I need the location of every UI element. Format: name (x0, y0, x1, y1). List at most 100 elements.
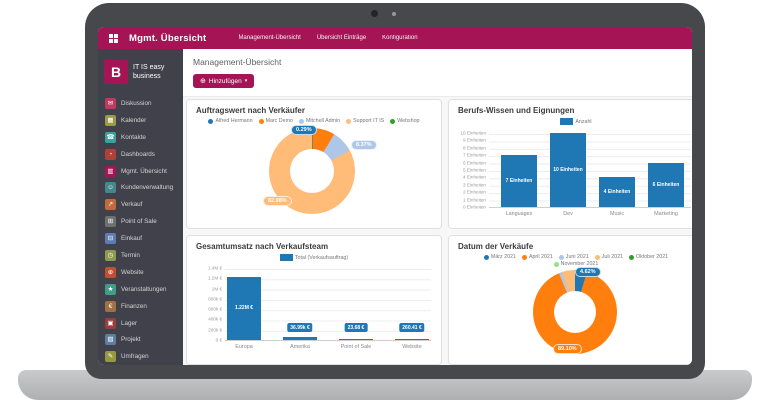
legend-swatch-icon (279, 254, 293, 261)
y-tick: 0 € (215, 337, 222, 343)
donut-label: 89.10% (553, 344, 582, 354)
legend-dot-icon (483, 254, 489, 260)
legend-item[interactable]: November 2021 (553, 261, 598, 267)
legend-item[interactable]: Marc Demo (258, 118, 293, 124)
legend-item[interactable]: Webshop (390, 118, 420, 124)
y-tick: 9 Einheiten (463, 137, 486, 143)
purchase-icon: ⊟ (105, 233, 116, 245)
webcam-led-icon (392, 12, 396, 16)
legend-item[interactable]: Support IT IS (346, 118, 384, 124)
y-tick: 400k € (208, 316, 222, 322)
legend-item[interactable]: Anzahl (560, 118, 592, 125)
y-tick: 600k € (208, 306, 222, 312)
sidebar-item-point-of-sale[interactable]: ⊞ Point of Sale (98, 213, 183, 230)
x-label: Marketing (654, 211, 678, 217)
legend-dot-icon (558, 254, 564, 260)
x-label: Website (402, 344, 422, 350)
y-tick: 800k € (208, 296, 222, 302)
y-tick: 1.2M € (207, 275, 222, 281)
bar-music: 4 Einheiten (599, 177, 635, 207)
dashboard-icon: ◔ (105, 148, 116, 160)
y-tick: 2 Einheiten (463, 189, 486, 195)
legend-item[interactable]: April 2021 (521, 254, 553, 260)
brand-block[interactable]: B IT IS easy business (98, 49, 183, 95)
apps-grid-icon[interactable] (109, 33, 118, 43)
x-label: Point of Sale (340, 344, 372, 350)
x-label: Europa (235, 344, 253, 350)
chart-legend-row2: November 2021 (449, 261, 692, 267)
y-tick: 8 Einheiten (463, 145, 486, 151)
value-badge: 260.41 € (399, 323, 425, 332)
value-badge: 1.22M € (231, 303, 257, 312)
sidebar-item-projekt[interactable]: ▧ Projekt (98, 331, 183, 348)
donut-hole (290, 149, 334, 193)
legend-dot-icon (346, 118, 352, 124)
bar-dev: 10 Einheiten (550, 133, 586, 207)
legend-item[interactable]: Total (Verkaufsauftrag) (279, 254, 348, 261)
add-button[interactable]: ⊕ Hinzufügen ▾ (193, 74, 255, 88)
legend-item[interactable]: Alfred Hermann (208, 118, 253, 124)
brand-name: IT IS easy business (133, 63, 165, 80)
donut-hole (554, 291, 596, 333)
menu-management-uebersicht[interactable]: Management-Übersicht (238, 35, 301, 41)
bar-plot: 0 Einheiten 1 Einheiten 2 Einheiten 3 Ei… (460, 131, 691, 217)
panel-auftragswert-nach-verkaeufer: Auftragswert nach Verkäufer Alfred Herma… (186, 99, 442, 229)
donut-label: 82.98% (263, 196, 292, 206)
legend-dot-icon (628, 254, 634, 260)
legend-dot-icon (521, 254, 527, 260)
legend-item[interactable]: Oktober 2021 (628, 254, 668, 260)
finance-icon: € (105, 300, 116, 312)
y-tick: 7 Einheiten (463, 152, 486, 158)
menu-uebersicht-eintraege[interactable]: Übersicht Einträge (316, 35, 367, 41)
sidebar-item-verkauf[interactable]: ↗ Verkauf (98, 196, 183, 213)
control-panel: Management-Übersicht ⊕ Hinzufügen ▾ (183, 49, 692, 97)
sidebar: B IT IS easy business ✉ Diskussion ▦ Kal… (98, 49, 183, 365)
sidebar-item-label: Termin (121, 251, 140, 259)
sidebar-item-website[interactable]: ⊕ Website (98, 264, 183, 281)
y-tick: 10 Einheiten (460, 130, 486, 136)
project-icon: ▧ (105, 334, 116, 346)
brand-logo: B (104, 60, 128, 84)
sidebar-item-label: Dashboards (121, 150, 155, 158)
panel-title: Berufs-Wissen und Eignungen (458, 106, 575, 115)
chart-legend: März 2021 April 2021 Juni 2021 Juli 2021… (449, 254, 692, 260)
sidebar-item-umfragen[interactable]: ✎ Umfragen (98, 348, 183, 365)
sidebar-item-kalender[interactable]: ▦ Kalender (98, 112, 183, 129)
bar-point-of-sale (339, 339, 373, 340)
top-menu: Management-Übersicht Übersicht Einträge … (238, 35, 417, 41)
sidebar-item-label: Website (121, 268, 144, 276)
sidebar-item-termin[interactable]: ◷ Termin (98, 247, 183, 264)
sidebar-item-einkauf[interactable]: ⊟ Einkauf (98, 230, 183, 247)
contacts-icon: ☎ (105, 131, 116, 143)
sidebar-item-lager[interactable]: ▣ Lager (98, 315, 183, 332)
legend-item[interactable]: März 2021 (483, 254, 516, 260)
legend-dot-icon (390, 118, 396, 124)
y-tick: 6 Einheiten (463, 160, 486, 166)
y-tick: 200k € (208, 327, 222, 333)
sidebar-item-dashboards[interactable]: ◔ Dashboards (98, 146, 183, 163)
donut-label: 4.62% (575, 267, 601, 277)
sidebar-item-veranstaltungen[interactable]: ★ Veranstaltungen (98, 281, 183, 298)
x-label: Music (609, 211, 625, 217)
bar-marketing: 6 Einheiten (648, 163, 684, 207)
legend-item[interactable]: Juli 2021 (594, 254, 623, 260)
menu-konfiguration[interactable]: Konfiguration (382, 35, 418, 41)
legend-swatch-icon (560, 118, 574, 125)
crm-icon: ☺ (105, 182, 116, 194)
appointment-icon: ◷ (105, 249, 116, 261)
legend-item[interactable]: Juni 2021 (558, 254, 589, 260)
legend-dot-icon (298, 118, 304, 124)
legend-item[interactable]: Mitchell Admin (298, 118, 340, 124)
sidebar-item-mgmt-uebersicht[interactable]: ▥ Mgmt. Übersicht (98, 163, 183, 180)
plus-icon: ⊕ (200, 78, 206, 85)
dashboard-grid: Auftragswert nach Verkäufer Alfred Herma… (183, 97, 692, 365)
legend-dot-icon (258, 118, 264, 124)
sidebar-item-finanzen[interactable]: € Finanzen (98, 298, 183, 315)
sidebar-item-kundenverwaltung[interactable]: ☺ Kundenverwaltung (98, 179, 183, 196)
y-tick: 1 Einheiten (463, 197, 486, 203)
calendar-icon: ▦ (105, 114, 116, 126)
x-label: Amerika (290, 344, 310, 350)
sidebar-item-diskussion[interactable]: ✉ Diskussion (98, 95, 183, 112)
sidebar-item-kontakte[interactable]: ☎ Kontakte (98, 129, 183, 146)
sidebar-item-label: Kontakte (121, 133, 146, 141)
